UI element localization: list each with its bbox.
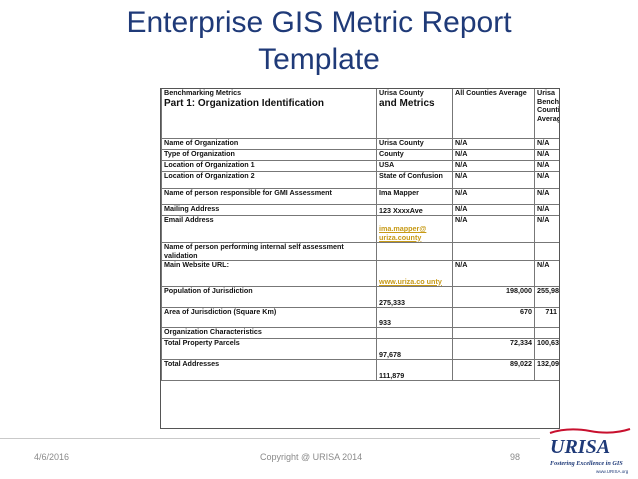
all-counties-cell: N/A xyxy=(452,171,535,189)
benchmark-cell: N/A xyxy=(534,260,559,287)
table-row: Name of person responsible for GMI Asses… xyxy=(161,188,559,205)
county-value-cell: Ima Mapper xyxy=(376,188,453,205)
benchmark-cell: N/A xyxy=(534,215,559,243)
header-cell-county: Urisa County and Metrics xyxy=(376,88,453,139)
logo-url: www.URISA.org xyxy=(596,469,629,474)
all-counties-cell xyxy=(452,327,535,339)
table-row: Main Website URL: www.uriza.co unty N/A N/A xyxy=(161,260,559,287)
header-cell-metrics: Benchmarking Metrics Part 1: Organizatio… xyxy=(161,88,377,139)
all-counties-cell: 89,022 xyxy=(452,359,535,381)
metric-name-cell: Name of Organization xyxy=(161,138,377,150)
header-part1-suffix: and Metrics xyxy=(379,97,435,109)
table-row: Location of Organization 2 State of Confu… xyxy=(161,171,559,189)
metric-name-cell: Total Property Parcels xyxy=(161,338,377,360)
all-counties-cell: N/A xyxy=(452,204,535,216)
table-row: Name of Organization Urisa County N/A N/A xyxy=(161,138,559,150)
table-row: Type of Organization County N/A N/A xyxy=(161,149,559,161)
county-value-cell: State of Confusion xyxy=(376,171,453,189)
logo-swoosh xyxy=(549,428,631,434)
metric-name-cell: Population of Jurisdiction xyxy=(161,286,377,308)
table-row: Total Property Parcels 97,678 72,334 100,63… xyxy=(161,338,559,360)
title-line-2: Template xyxy=(258,43,380,76)
metric-name-cell: Location of Organization 1 xyxy=(161,160,377,172)
benchmark-cell xyxy=(534,327,559,339)
footer-divider xyxy=(0,438,540,439)
county-value-cell: 275,333 xyxy=(376,286,453,308)
table-header-row: Benchmarking Metrics Part 1: Organizatio… xyxy=(161,88,559,139)
title-line-1: Enterprise GIS Metric Report xyxy=(126,6,512,39)
metrics-table: Benchmarking Metrics Part 1: Organizatio… xyxy=(160,88,560,429)
county-value-cell xyxy=(376,327,453,339)
logo-wordmark: URISA xyxy=(550,436,610,458)
county-value-cell: ima.mapper@ uriza.county xyxy=(376,215,453,243)
county-value-cell: Urisa County xyxy=(376,138,453,150)
county-value-cell: 97,678 xyxy=(376,338,453,360)
table-row: Area of Jurisdiction (Square Km) 933 670 71… xyxy=(161,307,559,328)
header-part1-label: Part 1: Organization Identification xyxy=(164,97,325,109)
all-counties-cell: 198,000 xyxy=(452,286,535,308)
benchmark-cell: N/A xyxy=(534,171,559,189)
county-value-cell: 123 XxxxAve xyxy=(376,204,453,216)
metric-name-cell: Name of person performing internal self … xyxy=(161,242,377,261)
county-value-cell xyxy=(376,242,453,261)
metric-name-cell: Main Website URL: xyxy=(161,260,377,287)
table-row: Population of Jurisdiction 275,333 198,000… xyxy=(161,286,559,308)
all-counties-cell: N/A xyxy=(452,215,535,243)
benchmark-cell: 255,985 xyxy=(534,286,559,308)
benchmark-cell: 711 xyxy=(534,307,559,328)
benchmark-cell: N/A xyxy=(534,160,559,172)
table-row: Organization Characteristics xyxy=(161,327,559,339)
county-value-cell: County xyxy=(376,149,453,161)
metric-name-cell: Area of Jurisdiction (Square Km) xyxy=(161,307,377,328)
all-counties-cell: N/A xyxy=(452,138,535,150)
table-row: Email Address ima.mapper@ uriza.county N/A… xyxy=(161,215,559,243)
table-row: Location of Organization 1 USA N/A N/A xyxy=(161,160,559,172)
table-row: Mailing Address 123 XxxxAve N/A N/A xyxy=(161,204,559,216)
logo-tagline: Fostering Excellence in GIS xyxy=(550,460,623,467)
benchmark-cell: 100,639 xyxy=(534,338,559,360)
urisa-logo: URISA Fostering Excellence in GIS www.UR… xyxy=(549,428,631,474)
slide-title: Enterprise GIS Metric Report Template xyxy=(0,4,638,78)
all-counties-cell: N/A xyxy=(452,188,535,205)
benchmark-cell: N/A xyxy=(534,188,559,205)
metric-name-cell: Organization Characteristics xyxy=(161,327,377,339)
county-value-cell: USA xyxy=(376,160,453,172)
benchmark-cell: N/A xyxy=(534,204,559,216)
all-counties-cell: N/A xyxy=(452,149,535,161)
all-counties-cell xyxy=(452,242,535,261)
footer-copyright: Copyright @ URISA 2014 xyxy=(260,452,363,462)
metric-name-cell: Mailing Address xyxy=(161,204,377,216)
all-counties-cell: 72,334 xyxy=(452,338,535,360)
metric-name-cell: Total Addresses xyxy=(161,359,377,381)
all-counties-cell: N/A xyxy=(452,260,535,287)
header-cell-benchmark: Urisa Benchmark Counties Average xyxy=(534,89,559,139)
header-col1-top: Benchmarking Metrics xyxy=(164,88,242,97)
header-col2-top: Urisa County xyxy=(379,88,424,97)
county-value-cell: www.uriza.co unty xyxy=(376,260,453,287)
footer-page-number: 98 xyxy=(510,452,521,462)
metric-name-cell: Location of Organization 2 xyxy=(161,171,377,189)
benchmark-cell: N/A xyxy=(534,138,559,150)
header-cell-all-counties: All Counties Average xyxy=(452,89,535,139)
all-counties-cell: 670 xyxy=(452,307,535,328)
county-value-cell: 933 xyxy=(376,307,453,328)
benchmark-cell: 132,098 xyxy=(534,359,559,381)
metric-name-cell: Name of person responsible for GMI Asses… xyxy=(161,188,377,205)
all-counties-cell: N/A xyxy=(452,160,535,172)
metric-name-cell: Type of Organization xyxy=(161,149,377,161)
footer-date: 4/6/2016 xyxy=(34,452,70,462)
county-value-cell: 111,879 xyxy=(376,359,453,381)
benchmark-cell xyxy=(534,242,559,261)
metric-name-cell: Email Address xyxy=(161,215,377,243)
table-row: Name of person performing internal self … xyxy=(161,242,559,261)
benchmark-cell: N/A xyxy=(534,149,559,161)
